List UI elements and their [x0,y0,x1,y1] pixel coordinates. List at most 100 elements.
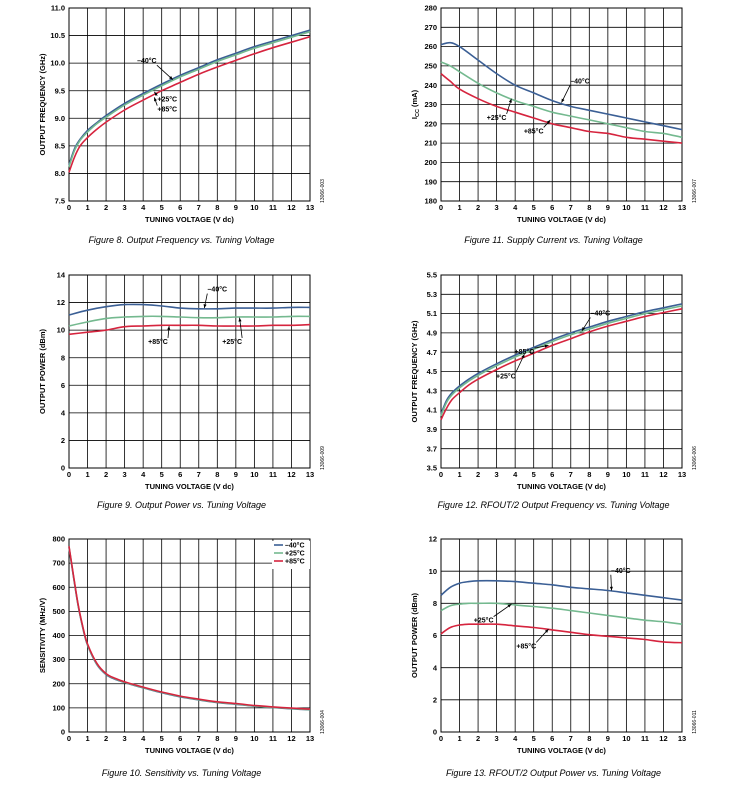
chart-fig11: 0 1 2 3 4 5 6 7 8 9 10 11 12 131801902002102202302402… [410,4,698,245]
y-tick-label: 2 [61,436,65,445]
legend-entry: +25°C [285,550,305,558]
x-tick-label: 6 [550,203,554,212]
x-tick-label: 3 [495,734,499,743]
y-axis-label: ICC (mA) [410,89,421,119]
figure-code: 13066-003 [320,179,326,203]
x-tick-label: 3 [495,203,499,212]
annotation-arrowhead [154,97,157,102]
x-tick-label: 4 [141,203,146,212]
x-tick-label: 12 [659,470,667,479]
x-tick-label: 4 [513,734,518,743]
y-tick-label: 250 [424,62,437,71]
y-tick-label: 800 [52,535,65,544]
plot-frame [440,538,683,733]
x-tick-label: 10 [250,203,258,212]
y-tick-label: 240 [424,81,437,90]
x-tick-label: 1 [85,203,89,212]
series-line-m40 [68,29,311,166]
x-tick-label: 2 [476,470,480,479]
annotation-label: –40°C [570,77,590,85]
x-tick-label: 2 [104,470,108,479]
y-tick-label: 9.5 [55,86,65,95]
x-tick-label: 10 [250,734,258,743]
y-tick-label: 270 [424,23,437,32]
x-tick-label: 10 [622,470,630,479]
annotation-label: +25°C [222,338,242,346]
figure-code: 13066-006 [692,446,698,470]
y-tick-label: 4.5 [427,367,437,376]
x-tick-label: 1 [457,734,461,743]
annotation-arrowhead [546,119,551,124]
x-axis-label: TUNING VOLTAGE (V dc) [517,746,606,755]
x-tick-label: 0 [67,470,71,479]
x-tick-label: 5 [532,734,536,743]
y-tick-label: 4.9 [427,329,437,338]
annotation-arrowhead [609,586,613,591]
y-tick-label: 500 [52,607,65,616]
annotation-label: –40°C [611,567,631,575]
annotation-label: +25°C [487,114,507,122]
annotation-label: +25°C [157,96,177,104]
x-tick-label: 2 [476,203,480,212]
x-tick-label: 0 [67,734,71,743]
y-tick-label: 200 [424,158,437,167]
annotation-arrowhead [167,326,171,330]
x-tick-label: 6 [178,734,182,743]
x-tick-label: 13 [678,734,686,743]
x-tick-label: 3 [123,470,127,479]
x-tick-label: 7 [569,203,573,212]
y-tick-label: 300 [52,655,65,664]
plot-frame [68,538,311,733]
series-line-p85 [68,323,311,336]
y-tick-label: 8 [433,599,437,608]
y-tick-label: 4 [433,663,438,672]
x-tick-label: 10 [622,203,630,212]
y-tick-label: 5.1 [427,309,437,318]
y-tick-label: 10.5 [50,31,65,40]
y-axis-label: OUTPUT FREQUENCY (GHz) [410,320,419,422]
y-tick-label: 6 [433,631,437,640]
x-tick-label: 4 [513,203,518,212]
legend-entry: +85°C [285,558,305,566]
figure-code: 13066-011 [692,710,698,734]
annotation-arrowhead [544,629,549,633]
x-tick-label: 4 [141,734,146,743]
x-tick-label: 5 [160,470,164,479]
y-tick-label: 5.5 [427,271,437,280]
annotation-arrowhead [561,98,565,103]
x-tick-label: 0 [67,203,71,212]
plot-frame [68,7,311,202]
x-tick-label: 8 [215,734,219,743]
x-tick-label: 0 [439,203,443,212]
x-tick-label: 11 [269,734,277,743]
y-axis-label-unit: (mA) [410,89,419,109]
y-tick-label: 12 [57,298,65,307]
y-tick-label: 700 [52,559,65,568]
figure-caption: Figure 13. RFOUT/2 Output Power vs. Tuni… [446,768,661,778]
annotation-label: –40°C [591,310,611,318]
x-tick-label: 1 [457,470,461,479]
annotation-arrowhead [169,76,173,80]
x-tick-label: 8 [587,734,591,743]
x-tick-label: 8 [587,203,591,212]
series-line-p85 [68,35,311,173]
y-tick-label: 0 [433,728,437,737]
y-tick-label: 220 [424,119,437,128]
y-axis-label-sub: CC [415,109,421,117]
x-tick-label: 1 [85,734,89,743]
x-tick-label: 5 [160,203,164,212]
x-tick-label: 11 [641,470,649,479]
x-tick-label: 3 [123,734,127,743]
y-tick-label: 4 [61,408,66,417]
y-tick-label: 10 [429,567,437,576]
series-line-p85 [440,308,683,421]
x-tick-label: 8 [215,470,219,479]
annotation-arrowhead [521,354,525,359]
y-tick-label: 8.5 [55,141,65,150]
series-line-p25 [440,61,683,139]
x-tick-label: 4 [513,470,518,479]
annotation-label: +85°C [515,348,535,356]
x-tick-label: 12 [659,734,667,743]
y-tick-label: 8 [61,353,65,362]
x-tick-label: 5 [160,734,164,743]
